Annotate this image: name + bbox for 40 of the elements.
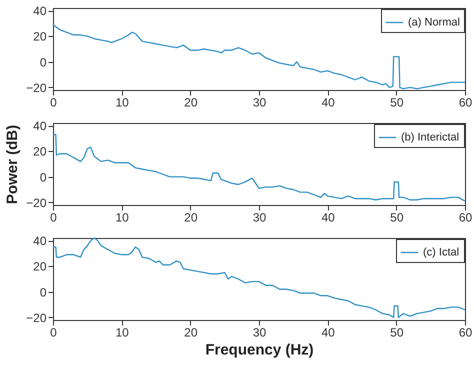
y-tick-label: 0 [40,170,47,184]
x-tick-label: 0 [50,326,58,340]
x-tick-label: 60 [458,210,472,224]
y-tick-label: 0 [40,285,47,300]
x-tick-label: 50 [390,210,404,224]
x-tick-label: 60 [458,326,472,340]
x-tick-label: 10 [115,96,130,110]
x-tick-label: 20 [184,96,198,110]
y-tick-label: −20 [26,196,47,210]
x-tick-label: 50 [390,96,404,110]
x-tick-label: 20 [184,326,198,340]
y-tick-label: −20 [26,310,47,325]
x-tick-label: 40 [321,96,336,110]
x-tick-label: 60 [458,96,472,110]
x-tick-label: 40 [321,326,336,340]
x-tick-label: 20 [184,210,198,224]
x-tick-label: 0 [50,96,58,110]
line-series [52,134,466,202]
x-tick-label: 30 [252,96,266,110]
y-tick-label: 20 [33,260,47,274]
line-series [52,237,466,318]
y-tick-label: 20 [33,144,47,159]
x-tick-label: 10 [115,326,130,340]
legend-label: (a) Normal [408,16,460,28]
y-tick-label: 40 [33,234,47,248]
x-tick-label: 30 [252,326,266,340]
legend-label: (b) Interictal [401,132,460,144]
y-tick-label: 0 [40,55,47,70]
x-tick-label: 30 [252,210,266,224]
y-tick-label: 20 [33,30,47,44]
legend-label: (c) Ictal [423,246,460,258]
x-tick-label: 10 [115,210,130,224]
x-axis-title: Frequency (Hz) [205,342,314,358]
x-tick-label: 0 [50,210,58,224]
x-tick-label: 40 [321,210,336,224]
y-tick-label: 40 [33,4,47,18]
y-tick-label: −20 [26,80,47,95]
y-tick-label: 40 [33,119,47,134]
y-axis-title: Power (dB) [4,124,22,204]
x-tick-label: 50 [390,326,404,340]
